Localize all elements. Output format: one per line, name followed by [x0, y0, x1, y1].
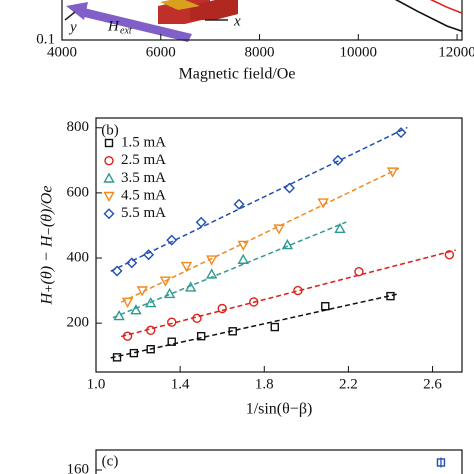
plot-frame: [61, 0, 463, 41]
data-point: [112, 353, 122, 362]
legend-label: 5.5 mA: [121, 205, 166, 221]
data-point: [237, 253, 249, 264]
y-axis-arrow: [64, 11, 76, 21]
data-point: [136, 286, 148, 297]
data-point: [249, 297, 259, 307]
x-axis-label: 1/sin(θ−β): [246, 401, 313, 418]
data-point: [184, 281, 197, 292]
data-point: [126, 257, 138, 269]
inset-block: [160, 0, 200, 10]
data-point: [167, 317, 177, 327]
data-point: [444, 250, 455, 260]
panel-label: (c): [102, 453, 119, 469]
data-point: [121, 297, 134, 308]
y-tick-label: 600: [67, 184, 90, 200]
data-point: [281, 239, 294, 250]
panel-label: (b): [101, 122, 119, 138]
inset-axis-label: y: [68, 19, 77, 35]
legend-marker: [103, 208, 115, 220]
fit-line: [120, 167, 400, 303]
data-point: [163, 287, 176, 299]
fit-line: [121, 249, 456, 338]
legend-marker: [103, 172, 115, 183]
fit-line: [110, 293, 397, 359]
legend-marker: [104, 138, 114, 148]
x-tick-label: 10000: [340, 44, 378, 60]
y-tick-label: 160: [67, 461, 90, 474]
data-point: [317, 198, 329, 209]
y-tick-label: 400: [67, 249, 90, 265]
data-point: [354, 267, 364, 277]
data-point: [205, 268, 218, 279]
data-point: [395, 127, 407, 139]
data-point: [111, 265, 123, 277]
data-line: [394, 0, 463, 32]
data-point: [130, 304, 142, 315]
legend-label: 4.5 mA: [121, 188, 166, 204]
data-point: [436, 458, 446, 467]
data-point: [166, 234, 178, 246]
data-point: [196, 331, 206, 341]
fit-line: [110, 126, 408, 272]
data-point: [205, 255, 218, 266]
data-line: [429, 0, 463, 14]
y-axis-label: H₊(θ) − H₋(θ)/Oe: [39, 186, 56, 306]
data-point: [334, 222, 346, 234]
inset: y x H ext: [64, 0, 241, 42]
x-tick-label: 8000: [245, 44, 275, 60]
legend-marker: [103, 191, 115, 203]
x-tick-label: 1.4: [171, 376, 190, 392]
data-point: [146, 345, 155, 354]
data-point: [192, 313, 202, 323]
plot-frame: [95, 449, 463, 474]
data-point: [144, 297, 157, 308]
x-tick-label: 1.0: [87, 376, 106, 392]
data-point: [129, 348, 139, 358]
data-point: [122, 331, 133, 341]
x-axis-label: Magnetic field/Oe: [179, 66, 296, 83]
field-label-sub: ext: [120, 25, 132, 36]
plot-frame: [95, 117, 463, 373]
data-point: [217, 303, 227, 314]
data-point: [293, 285, 303, 296]
field-arrow-head: [66, 2, 88, 20]
inset-block: [190, 0, 238, 20]
data-point: [113, 310, 125, 321]
data-point: [321, 302, 330, 311]
x-tick-label: 2.6: [423, 376, 442, 392]
data-point: [237, 240, 249, 251]
y-tick-label: 800: [67, 119, 90, 135]
x-tick-label: 6000: [146, 44, 176, 60]
data-point: [386, 291, 395, 301]
data-point: [228, 327, 237, 336]
field-label: H: [107, 18, 120, 34]
data-point: [233, 198, 245, 210]
data-point: [270, 322, 279, 332]
x-tick-label: 12000: [438, 44, 474, 60]
data-point: [195, 216, 207, 228]
inset-axis-label: x: [233, 13, 241, 29]
data-point: [386, 167, 399, 178]
data-point: [273, 224, 285, 235]
x-tick-label: 4000: [47, 44, 77, 60]
legend-marker: [104, 155, 114, 166]
legend-label: 1.5 mA: [121, 134, 166, 150]
data-point: [180, 261, 193, 273]
x-tick-label: 1.8: [255, 376, 274, 392]
y-tick-label: 0.1: [36, 31, 55, 47]
data-point: [167, 337, 176, 346]
data-point: [145, 325, 156, 336]
x-tick-label: 2.2: [339, 376, 358, 392]
legend-label: 3.5 mA: [121, 170, 166, 186]
legend-label: 2.5 mA: [121, 152, 166, 168]
data-point: [332, 154, 344, 166]
field-arrow: [80, 8, 192, 42]
data-point: [143, 249, 155, 261]
y-tick-label: 200: [67, 315, 90, 331]
data-point: [284, 182, 296, 194]
data-point: [159, 276, 172, 287]
